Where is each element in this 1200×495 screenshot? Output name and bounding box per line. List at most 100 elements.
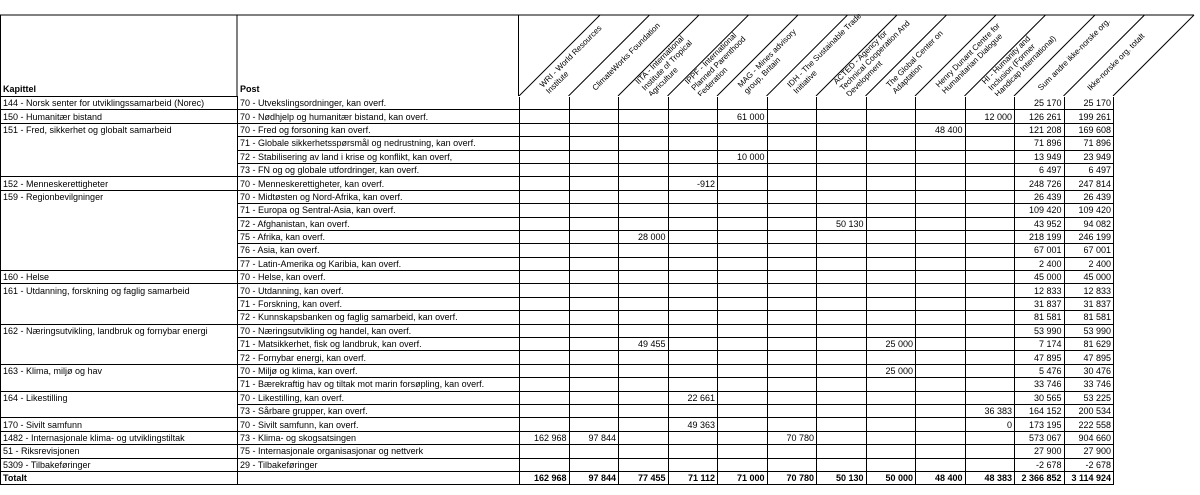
value-cell (964, 310, 1015, 325)
value-cell (717, 297, 768, 312)
value-cell (964, 350, 1015, 365)
value-cell (816, 283, 867, 298)
value-cell (865, 297, 916, 312)
value-cell: 10 000 (717, 150, 768, 164)
value-cell (915, 163, 966, 178)
header-slant (667, 14, 749, 96)
value-cell: 904 660 (1063, 431, 1114, 446)
value-cell (717, 230, 768, 245)
table-row: 76 - Asia, kan overf. 67 001 67 001 (0, 243, 1114, 258)
value-cell: 94 082 (1063, 217, 1114, 231)
post-cell: 70 - Nødhjelp og humanitær bistand, kan … (237, 109, 520, 124)
value-cell (667, 217, 718, 231)
value-cell: 30 565 (1014, 391, 1065, 405)
header-slant (815, 14, 898, 96)
value-cell: 248 726 (1014, 176, 1065, 191)
value-cell (568, 230, 619, 245)
value-cell (667, 364, 718, 379)
chapter-cell: 160 - Helse (0, 270, 238, 284)
table-row: 71 - Europa og Sentral-Asia, kan overf. 1… (0, 203, 1114, 218)
value-cell (568, 444, 619, 459)
value-cell (766, 458, 817, 472)
value-cell: 30 476 (1063, 364, 1114, 379)
table-row: 1482 - Internasjonale klima- og utviklin… (0, 430, 1114, 446)
table-row: 5309 - Tilbakeføringer 29 - Tilbakeføring… (0, 457, 1114, 472)
table-header: Kapittel Post WRI - World ResourcesInstitu… (0, 11, 1195, 96)
value-cell (865, 417, 916, 432)
value-cell (865, 310, 916, 325)
value-cell (519, 444, 570, 459)
table-row: 71 - Globale sikkerhetsspørsmål og nedru… (0, 136, 1114, 151)
value-cell (618, 297, 669, 312)
value-cell (568, 190, 619, 205)
value-cell (915, 458, 966, 472)
post-cell: 72 - Kunnskapsbanken og faglig samarbeid… (237, 310, 520, 325)
header-slant (964, 14, 1046, 96)
value-cell (964, 176, 1015, 191)
value-cell: 247 814 (1063, 176, 1114, 191)
table-row: 72 - Fornybar energi, kan overf. 47 895 47… (0, 350, 1114, 365)
value-cell (816, 230, 867, 245)
value-cell (964, 391, 1015, 405)
value-cell (766, 176, 817, 191)
value-cell: 109 420 (1014, 203, 1065, 218)
value-cell (519, 283, 570, 298)
value-cell (766, 123, 817, 138)
post-cell: 72 - Afghanistan, kan overf. (237, 217, 520, 231)
value-cell (717, 458, 768, 472)
chapter-cell (0, 404, 238, 418)
value-cell (915, 203, 966, 218)
value-cell (519, 230, 570, 245)
value-cell (568, 163, 619, 178)
header-slant (865, 14, 947, 96)
post-cell: 71 - Europa og Sentral-Asia, kan overf. (237, 203, 520, 218)
value-cell: 48 400 (915, 123, 966, 138)
value-cell (519, 150, 570, 164)
value-cell (618, 203, 669, 218)
chapter-cell (0, 337, 238, 351)
post-cell: 73 - FN og og globale utfordringer, kan … (237, 163, 520, 178)
value-cell: 164 152 (1014, 404, 1065, 419)
value-cell (667, 310, 718, 325)
value-cell (717, 324, 768, 339)
table-row: 77 - Latin-Amerika og Karibia, kan overf… (0, 257, 1114, 272)
value-cell (667, 230, 718, 245)
value-cell: 53 990 (1014, 324, 1065, 339)
value-cell (568, 283, 619, 298)
value-cell (816, 417, 867, 432)
value-cell: 48 383 (964, 470, 1015, 486)
value-cell (717, 310, 768, 325)
chapter-cell (0, 163, 238, 177)
value-cell: 121 208 (1014, 123, 1065, 138)
table-row: 151 - Fred, sikkerhet og globalt samarbe… (0, 122, 1114, 138)
value-cell (766, 324, 817, 339)
value-cell: 2 400 (1014, 257, 1065, 272)
value-cell (816, 96, 867, 111)
value-cell (865, 136, 916, 151)
value-cell: 218 199 (1014, 230, 1065, 245)
value-cell (667, 163, 718, 178)
value-cell (618, 377, 669, 392)
chapter-cell (0, 136, 238, 151)
table-row: 71 - Matsikkerhet, fisk og landbruk, kan… (0, 337, 1114, 352)
value-cell: 47 895 (1063, 350, 1114, 365)
value-cell (865, 109, 916, 124)
value-cell (568, 350, 619, 365)
table-row: 73 - Sårbare grupper, kan overf. 36 383 16… (0, 404, 1114, 419)
value-cell (717, 203, 768, 218)
value-cell (519, 377, 570, 392)
value-cell (816, 123, 867, 138)
chapter-cell (0, 297, 238, 311)
post-cell: 75 - Internasjonale organisasjonar og ne… (237, 444, 520, 459)
value-cell (816, 337, 867, 352)
table-row: 71 - Bærekraftig hav og tiltak mot marin… (0, 377, 1114, 392)
value-cell: 2 400 (1063, 257, 1114, 272)
value-cell (964, 257, 1015, 272)
post-cell: 70 - Fred og forsoning kan overf. (237, 123, 520, 138)
value-cell (519, 190, 570, 205)
value-cell (568, 417, 619, 432)
value-cell (915, 297, 966, 312)
value-cell (568, 458, 619, 472)
value-cell (766, 310, 817, 325)
value-cell (816, 391, 867, 405)
